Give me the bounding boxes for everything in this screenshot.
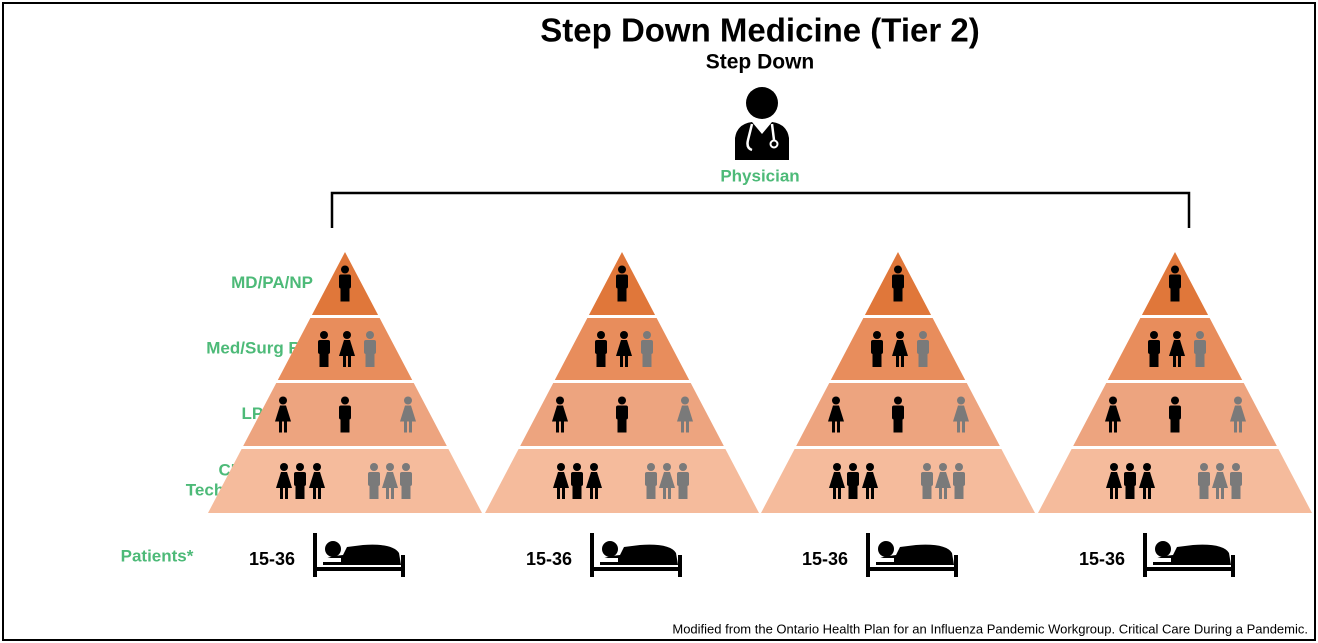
bed-icon <box>313 533 405 577</box>
pyramid <box>1038 252 1312 513</box>
physician-label: Physician <box>720 166 799 185</box>
patient-count: 15-36 <box>1079 549 1125 569</box>
frame <box>3 3 1315 640</box>
tier-band <box>208 449 482 513</box>
title: Step Down Medicine (Tier 2) <box>540 12 979 49</box>
tier-label: MD/PA/NP <box>231 273 313 292</box>
footnote: Modified from the Ontario Health Plan fo… <box>672 621 1308 636</box>
patient-count: 15-36 <box>526 549 572 569</box>
pyramid <box>485 252 759 513</box>
diagram: Step Down Medicine (Tier 2) Step Down Ph… <box>0 0 1318 643</box>
bed-icon <box>590 533 682 577</box>
patients-label: Patients* <box>121 546 194 565</box>
bed-icon <box>866 533 958 577</box>
pyramid <box>761 252 1035 513</box>
tier-band <box>485 449 759 513</box>
patient-count: 15-36 <box>249 549 295 569</box>
tier-band <box>761 449 1035 513</box>
bracket <box>332 193 1189 228</box>
tier-band <box>1038 449 1312 513</box>
patient-count: 15-36 <box>802 549 848 569</box>
subtitle: Step Down <box>706 51 815 74</box>
bed-icon <box>1143 533 1235 577</box>
physician-icon <box>735 87 789 160</box>
